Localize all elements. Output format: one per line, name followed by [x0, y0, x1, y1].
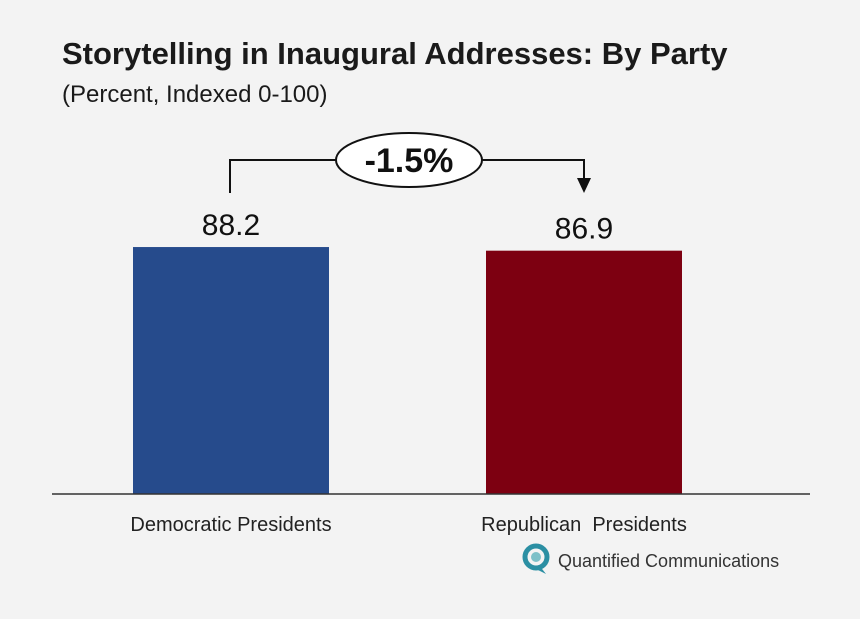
q-speech-bubble-icon: [522, 543, 550, 580]
chart-subtitle: (Percent, Indexed 0-100): [62, 81, 328, 108]
brand-logo: Quantified Communications: [522, 543, 779, 580]
chart-title: Storytelling in Inaugural Addresses: By …: [62, 36, 728, 71]
difference-label: -1.5%: [365, 142, 454, 180]
arrow-down-icon: [577, 178, 591, 193]
data-label-democratic: 88.2: [202, 209, 260, 242]
difference-ellipse: [335, 132, 483, 188]
brand-name: Quantified Communications: [558, 551, 780, 571]
difference-annotation: -1.5%: [229, 132, 591, 193]
category-label-democratic: Democratic Presidents: [130, 514, 331, 536]
bar-republican: [486, 250, 682, 494]
bars-group: [133, 247, 682, 494]
data-label-republican: 86.9: [555, 213, 613, 246]
bar-democratic: [133, 247, 329, 494]
difference-connector-line: [229, 159, 585, 193]
category-label-republican: Republican Presidents: [481, 514, 687, 536]
